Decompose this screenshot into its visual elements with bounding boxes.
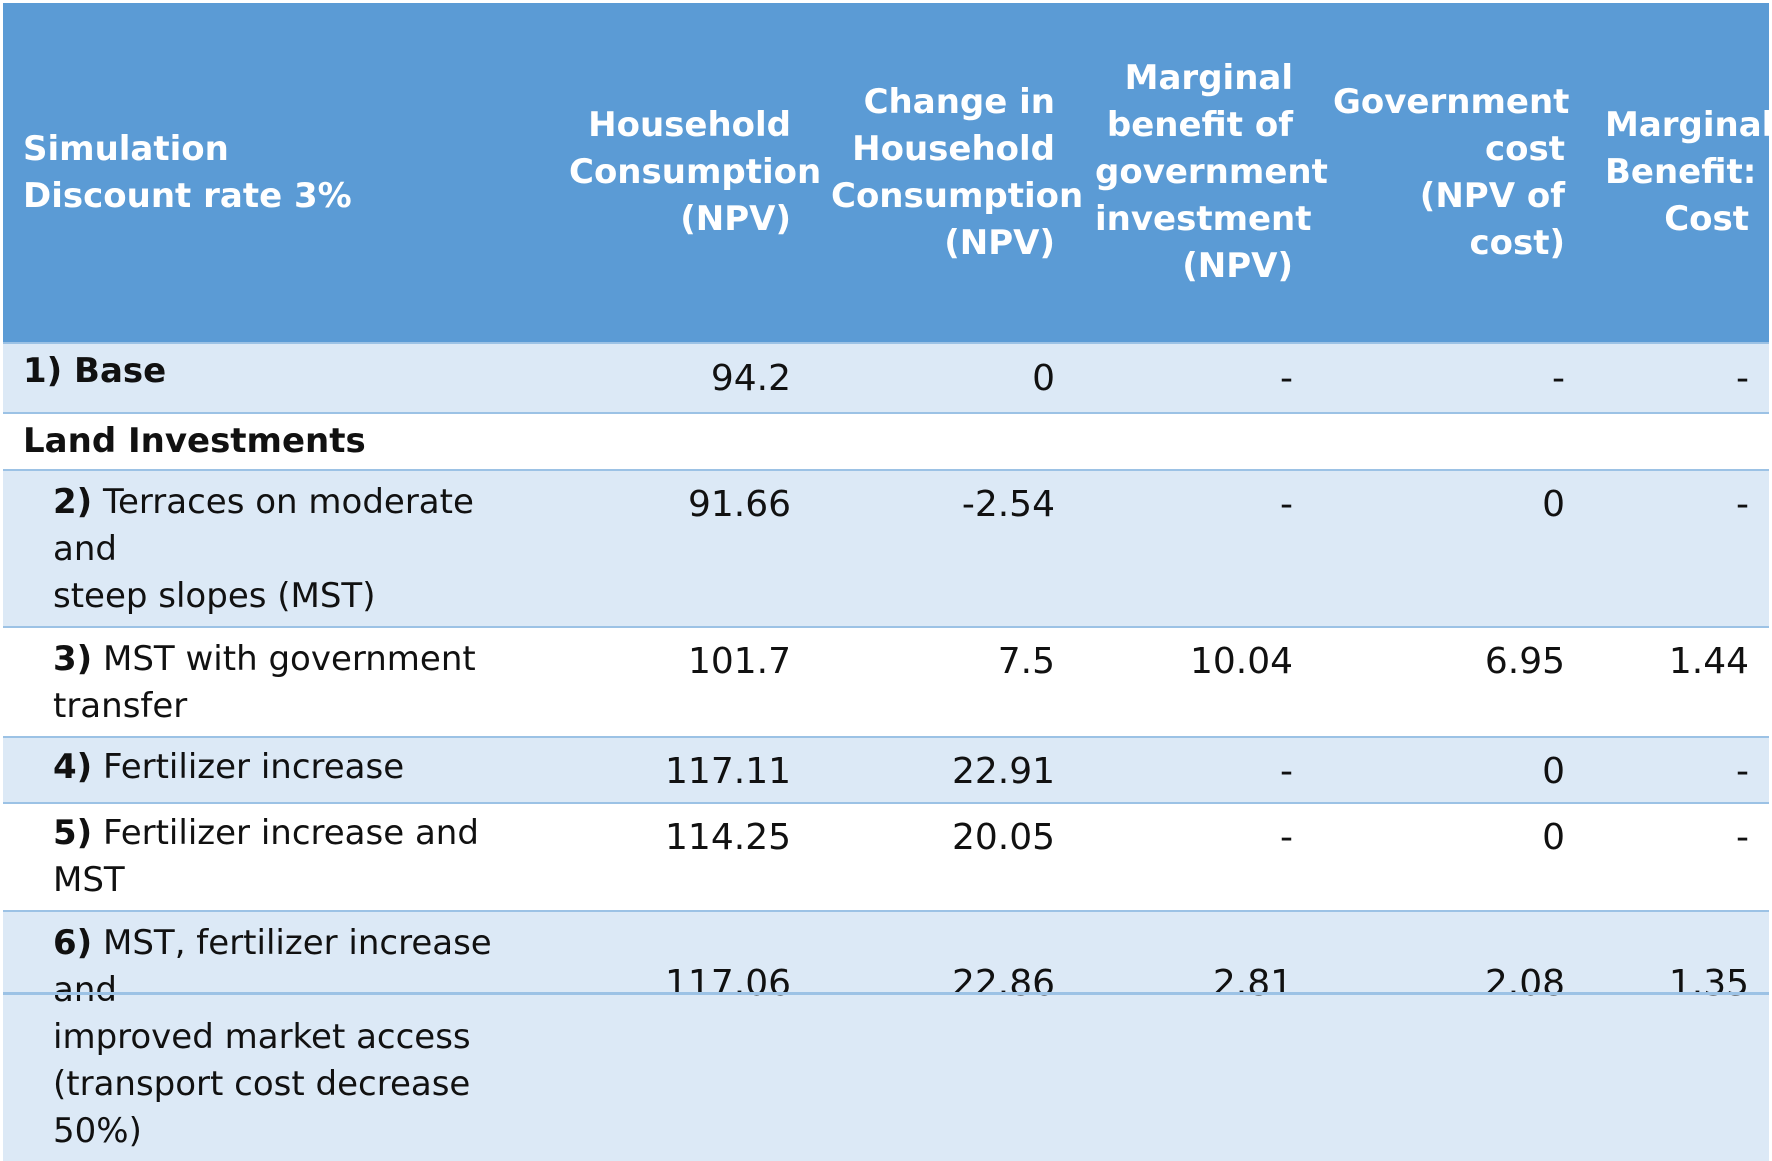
cell-household-consumption: 101.7 [687,641,791,682]
cell-government-cost: 0 [1542,484,1565,525]
row-number: 1) Base [23,351,167,391]
cell-marginal-benefit: 2.81 [1212,963,1293,1004]
section-title: Land Investments [23,421,366,461]
header-simulation: Simulation Discount rate 3% [23,128,352,216]
cell-marginal-benefit: - [1280,817,1293,858]
table-row: 1) Base 94.2 0 - - - [3,343,1769,413]
row-number: 5) [53,813,93,853]
cell-marginal-benefit: 10.04 [1189,641,1293,682]
cell-marginal-benefit: - [1280,484,1293,525]
document-page: Simulation Discount rate 3% Household Co… [3,3,1769,1161]
cell-change-in-consumption: 20.05 [951,817,1055,858]
cell-benefit-cost-ratio: 1.44 [1668,641,1749,682]
cell-marginal-benefit: - [1280,751,1293,792]
section-row: Land Investments [3,413,1769,470]
row-number: 2) [53,482,93,522]
table-left-border [3,3,6,995]
cell-household-consumption: 91.66 [687,484,791,525]
row-label: 3) MST with government transfer [3,627,549,737]
row-label: 1) Base [3,343,549,413]
row-description: MST, fertilizer increase and improved ma… [53,923,492,1151]
row-label: 6) MST, fertilizer increase and improved… [3,911,549,1161]
cell-change-in-consumption: 22.91 [951,751,1055,792]
row-description: Terraces on moderate and steep slopes (M… [53,482,474,616]
header-government-cost: Government cost (NPV of cost) [1333,81,1570,263]
cell-household-consumption: 94.2 [710,357,791,399]
row-label: 2) Terraces on moderate and steep slopes… [3,470,549,627]
cell-government-cost: 6.95 [1484,641,1565,682]
cell-government-cost: 0 [1542,751,1565,792]
table-row: 2) Terraces on moderate and steep slopes… [3,470,1769,627]
simulation-results-table: Simulation Discount rate 3% Household Co… [3,3,1772,1161]
cell-government-cost: 0 [1542,817,1565,858]
row-description: Fertilizer increase and MST [53,813,479,900]
table-header-row: Simulation Discount rate 3% Household Co… [3,3,1772,343]
row-number: 3) [53,639,93,679]
cell-government-cost: - [1552,357,1565,399]
row-description: MST with government transfer [53,639,476,726]
row-label: 5) Fertilizer increase and MST [3,803,549,911]
cell-benefit-cost-ratio: - [1736,484,1749,525]
header-change-in-consumption: Change in Household Consumption (NPV) [831,81,1084,263]
cell-benefit-cost-ratio: - [1736,751,1749,792]
cell-change-in-consumption: -2.54 [961,484,1055,525]
row-number: 4) [53,747,93,787]
header-marginal-benefit: Marginal benefit of government investmen… [1095,58,1328,286]
header-household-consumption: Household Consumption (NPV) [569,105,822,239]
cell-benefit-cost-ratio: 1.35 [1668,963,1749,1004]
cell-benefit-cost-ratio: - [1736,817,1749,858]
cell-change-in-consumption: 22.86 [951,963,1055,1004]
cell-household-consumption: 114.25 [665,817,791,858]
row-description: Fertilizer increase [92,747,405,787]
cell-household-consumption: 117.06 [665,963,791,1004]
table-row: 6) MST, fertilizer increase and improved… [3,911,1769,1161]
table-row: 3) MST with government transfer 101.7 7.… [3,627,1769,737]
cell-household-consumption: 117.11 [665,751,791,792]
table-row: 5) Fertilizer increase and MST 114.25 20… [3,803,1769,911]
cell-change-in-consumption: 7.5 [997,641,1055,682]
cell-benefit-cost-ratio: - [1736,357,1749,399]
cell-change-in-consumption: 0 [1032,357,1055,399]
table-right-border [1766,3,1769,995]
cell-marginal-benefit: - [1280,357,1293,399]
header-benefit-cost-ratio: Marginal Benefit: Cost [1605,105,1772,239]
table-row: 4) Fertilizer increase 117.11 22.91 - 0 … [3,737,1769,803]
cell-government-cost: 2.08 [1484,963,1565,1004]
row-number: 6) [53,923,93,963]
row-label: 4) Fertilizer increase [3,737,549,803]
